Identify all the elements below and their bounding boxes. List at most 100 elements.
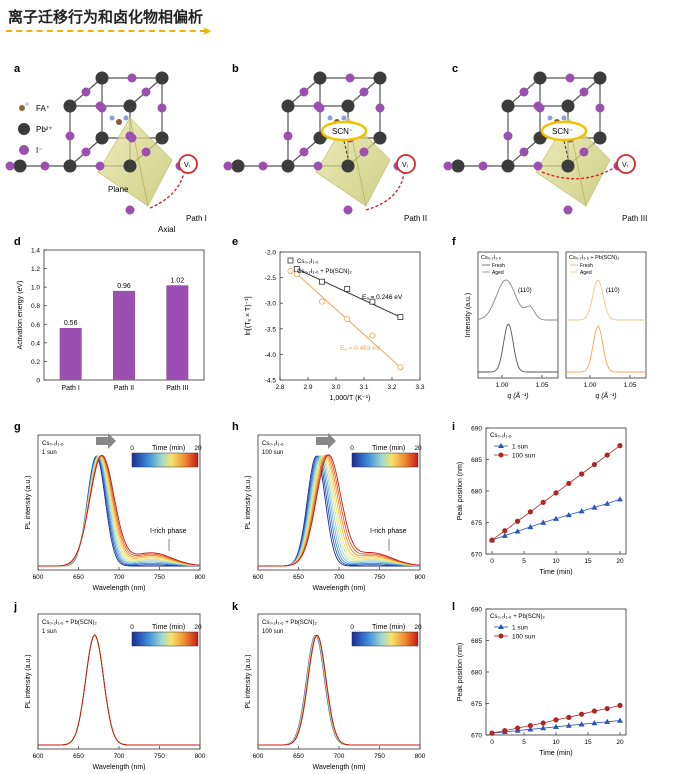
e-legend-marker-0 (287, 257, 294, 264)
i-atom-5 (97, 103, 107, 113)
pb-atom-5 (593, 71, 607, 85)
i-atom-5 (315, 103, 325, 113)
structure-c: Vᵢ SCN⁻ (443, 71, 636, 215)
h-title: Cs₀.₂I₁.₆ (262, 441, 284, 447)
fa-nitrogen-2 (123, 115, 129, 121)
plane-label: Plane (108, 185, 129, 194)
h-colorbar-label: Time (min) (372, 445, 405, 452)
l-ytick-label-0: 670 (471, 733, 482, 740)
i-legend-label-0: 1 sun (512, 444, 528, 451)
pb-atom-left (451, 159, 465, 173)
i-atom-11 (579, 147, 589, 157)
f-xlabel-0: q (Å⁻¹) (507, 391, 528, 400)
i-legend-marker-0 (498, 443, 504, 448)
i-ytick-label-3: 685 (471, 457, 482, 464)
e-point-1-2 (344, 316, 351, 323)
h-spectrum-6 (258, 455, 421, 567)
j-spectrum-8 (38, 634, 200, 746)
j-spectrum-10 (38, 634, 200, 746)
pb-atom-left (231, 159, 245, 173)
i-atom-7 (595, 103, 605, 113)
i-legend-label-1: 100 sun (512, 453, 536, 460)
scn-label: SCN⁻ (552, 127, 573, 136)
pb-atom-3 (341, 159, 355, 173)
l-point-0-7 (578, 721, 585, 727)
i-point-1-10 (617, 443, 623, 449)
e-point-1-1 (318, 298, 325, 305)
l-ytick-label-2: 680 (471, 670, 482, 677)
structure-b: Vᵢ SCN⁻ (223, 71, 416, 215)
g-title: Cs₀.₂I₁.₆ (42, 441, 64, 447)
pb-atom-left (13, 159, 27, 173)
g-xtick-label-1: 650 (73, 574, 84, 581)
k-spectrum-7 (258, 634, 420, 746)
l-point-1-5 (553, 717, 559, 723)
e-xtick-label-4: 3.2 (387, 384, 396, 391)
j-spectrum-7 (38, 634, 200, 746)
f-peak-label-1: (110) (606, 288, 620, 294)
i-point-0-4 (540, 519, 547, 525)
d-ytick-label-6: 1.2 (31, 266, 40, 273)
l-plot-frame (485, 608, 627, 736)
pb-atom-3 (561, 159, 575, 173)
k-colorbar (351, 631, 419, 647)
chart-k: 600 650 700 750 800 Wavelength (nm) PL intensi… (245, 613, 426, 771)
i-atom-13 (5, 161, 15, 171)
f-xlabel-1: q (Å⁻¹) (595, 391, 616, 400)
migration-path (365, 172, 405, 211)
i-xtick-label-1: 5 (522, 558, 526, 565)
k-colorbar-min: 0 (350, 624, 354, 631)
j-subtitle: 1 sun (42, 629, 57, 635)
l-point-1-4 (540, 720, 546, 726)
i-atom-1 (345, 73, 355, 83)
e-xlabel: 1,000/T (K⁻¹) (330, 395, 371, 402)
k-title: Cs₀.₂I₁.₆ + Pb(SCN)₂ (262, 620, 317, 626)
j-spectrum-6 (38, 634, 200, 746)
l-legend-label-0: 1 sun (512, 625, 528, 632)
pb-atom-7 (373, 131, 387, 145)
l-point-1-9 (604, 705, 610, 712)
e-ytick-label-2: -3.0 (265, 301, 277, 308)
h-colorbar-max: 20 (414, 445, 422, 452)
l-point-1-3 (527, 722, 534, 729)
pb-atom-1 (341, 99, 355, 113)
l-point-0-3 (527, 726, 534, 732)
i-atom-4 (503, 131, 513, 141)
i-atom-8 (299, 87, 309, 97)
i-atom-1 (565, 73, 575, 83)
f-legend-label-fresh-0: Fresh (492, 263, 505, 269)
i-atom-9 (519, 147, 529, 157)
k-subtitle: 100 sun (262, 629, 283, 635)
f-fresh-curve-1 (566, 325, 646, 373)
i-atom-9 (299, 147, 309, 157)
j-xtick-label-3: 750 (154, 753, 165, 760)
g-spectrum-4 (38, 455, 201, 567)
l-point-0-4 (540, 725, 547, 731)
e-xtick-label-3: 3.1 (359, 384, 368, 391)
i-ytick-label-1: 675 (471, 520, 482, 527)
i-atom-2 (313, 161, 323, 171)
i-point-1-2 (515, 518, 521, 524)
l-point-1-6 (566, 714, 572, 720)
i-point-0-6 (565, 511, 572, 518)
i-atom-14 (563, 205, 573, 215)
j-spectrum-3 (38, 634, 200, 746)
i-point-0-3 (527, 523, 534, 530)
g-ylabel: PL intensity (a.u.) (25, 475, 32, 529)
pb-atom-4 (533, 71, 547, 85)
i-atom-14 (125, 205, 135, 215)
d-xtick-label-0: Path I (62, 385, 80, 392)
panel-label-l: l (452, 601, 455, 613)
i-atom-12 (40, 161, 50, 171)
i-ylabel: Peak position (nm) (457, 462, 464, 520)
e-ytick-label-0: -2.0 (265, 250, 277, 257)
iodide-vacancy (616, 154, 636, 174)
i-atom-14 (343, 205, 353, 215)
l-point-1-2 (515, 725, 521, 731)
j-spectrum-2 (38, 634, 200, 746)
f-ylabel: Intensity (a.u.) (465, 293, 472, 337)
vacancy-label: Vᵢ (402, 162, 408, 169)
l-point-1-8 (591, 708, 598, 714)
d-bar-0 (59, 328, 82, 380)
